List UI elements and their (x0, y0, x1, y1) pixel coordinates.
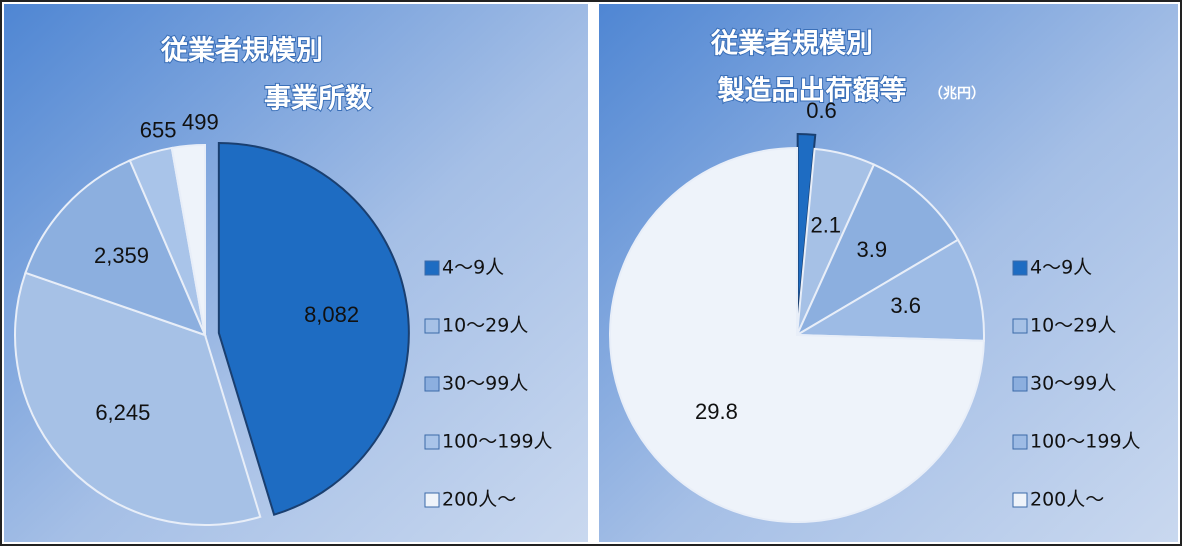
legend-label: 200人～ (1030, 489, 1104, 511)
legend-label: 4～9人 (442, 257, 504, 279)
pie-slice (170, 143, 206, 336)
data-label: 0.6 (806, 98, 837, 123)
data-label: 3.6 (890, 293, 921, 318)
chart-title: 製造品出荷額等 (718, 75, 907, 107)
chart-title: 事業所数 (264, 84, 373, 115)
legend-swatch (424, 318, 440, 334)
legend-label: 100～199人 (442, 431, 553, 453)
legend-label: 200人～ (442, 489, 516, 511)
data-label: 499 (182, 110, 219, 135)
pie-slice (14, 271, 262, 526)
legend-swatch (424, 260, 440, 276)
data-label: 2.1 (810, 212, 841, 237)
pie-slice (609, 146, 985, 523)
legend-label: 30～99人 (1030, 373, 1116, 395)
title-note: （兆円） (929, 86, 985, 102)
legend-swatch (424, 492, 440, 508)
legend-label: 100～199人 (1030, 431, 1141, 453)
pie-slice (794, 163, 960, 338)
data-label: 655 (140, 118, 177, 143)
chart-title: 従業者規模別 (160, 36, 323, 67)
pie-slice (793, 238, 985, 342)
data-label: 2,359 (94, 243, 149, 268)
data-label: 8,082 (304, 302, 359, 327)
legend-label: 10～29人 (442, 315, 528, 337)
legend-swatch (1012, 434, 1028, 450)
legend-swatch (424, 376, 440, 392)
legend-swatch (1012, 492, 1028, 508)
pie-slice (24, 159, 207, 337)
chart-title: 従業者規模別 (710, 29, 873, 60)
legend-swatch (1012, 376, 1028, 392)
legend-label: 4～9人 (1030, 257, 1092, 279)
legend-swatch (1012, 318, 1028, 334)
data-label: 6,245 (95, 400, 150, 425)
legend-swatch (424, 434, 440, 450)
data-label: 29.8 (695, 399, 738, 424)
legend-swatch (1012, 260, 1028, 276)
pie-slice (217, 141, 410, 516)
legend-label: 10～29人 (1030, 315, 1116, 337)
data-label: 3.9 (857, 237, 888, 262)
legend-label: 30～99人 (442, 373, 528, 395)
